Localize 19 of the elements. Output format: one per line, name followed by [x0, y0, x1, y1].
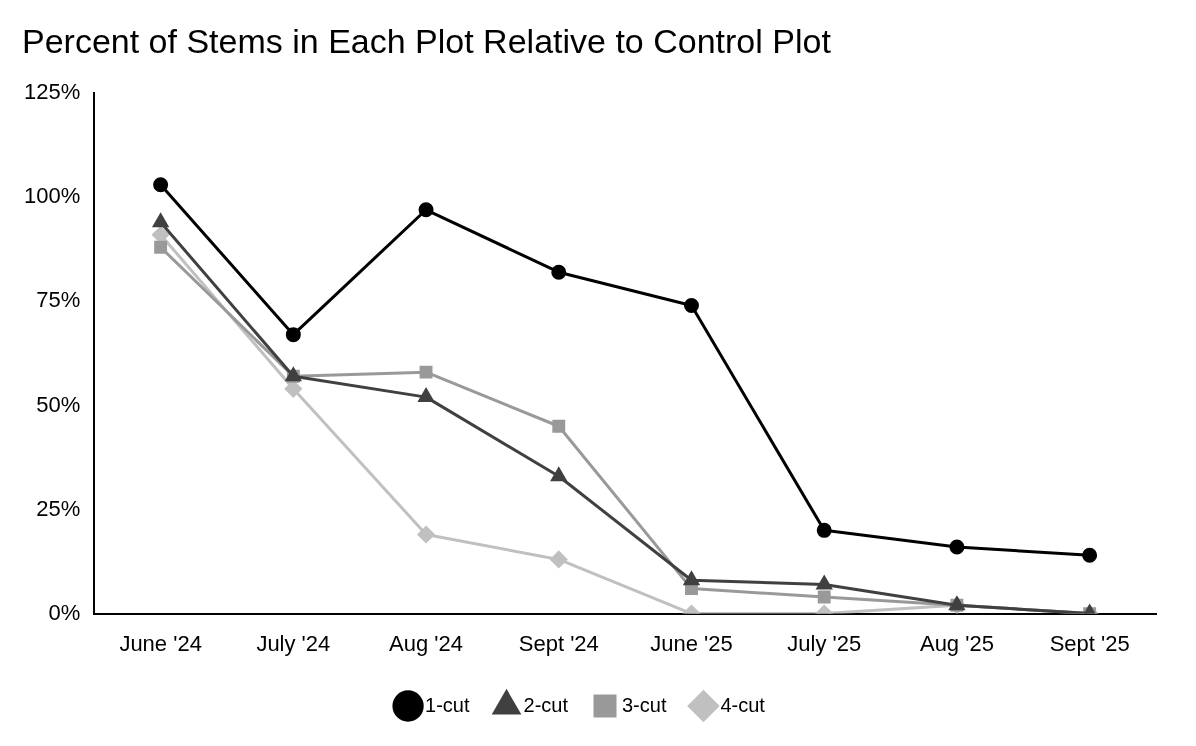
x-tick-label: Aug '24 [389, 630, 464, 656]
y-tick-label: 50% [36, 391, 81, 417]
y-tick-label: 25% [36, 495, 81, 521]
y-tick-label: 0% [48, 599, 81, 625]
y-tick-label: 125% [23, 79, 81, 105]
legend-label: 2-cut [523, 693, 569, 716]
x-tick-label: Sept '25 [1049, 630, 1130, 656]
x-tick-label: June '24 [119, 630, 202, 656]
legend-label: 1-cut [425, 693, 470, 716]
x-tick-label: July '25 [787, 630, 862, 656]
x-tick-label: Sept '24 [518, 630, 599, 656]
chart-title: Percent of Stems in Each Plot Relative to Control Plot [22, 22, 831, 61]
y-tick-label: 100% [23, 183, 81, 209]
y-tick-label: 75% [36, 287, 81, 313]
legend-label: 3-cut [622, 693, 667, 716]
x-tick-label: July '24 [256, 630, 331, 656]
x-tick-label: Aug '25 [919, 630, 994, 656]
x-tick-label: June '25 [650, 630, 733, 656]
legend-label: 4-cut [720, 693, 766, 716]
